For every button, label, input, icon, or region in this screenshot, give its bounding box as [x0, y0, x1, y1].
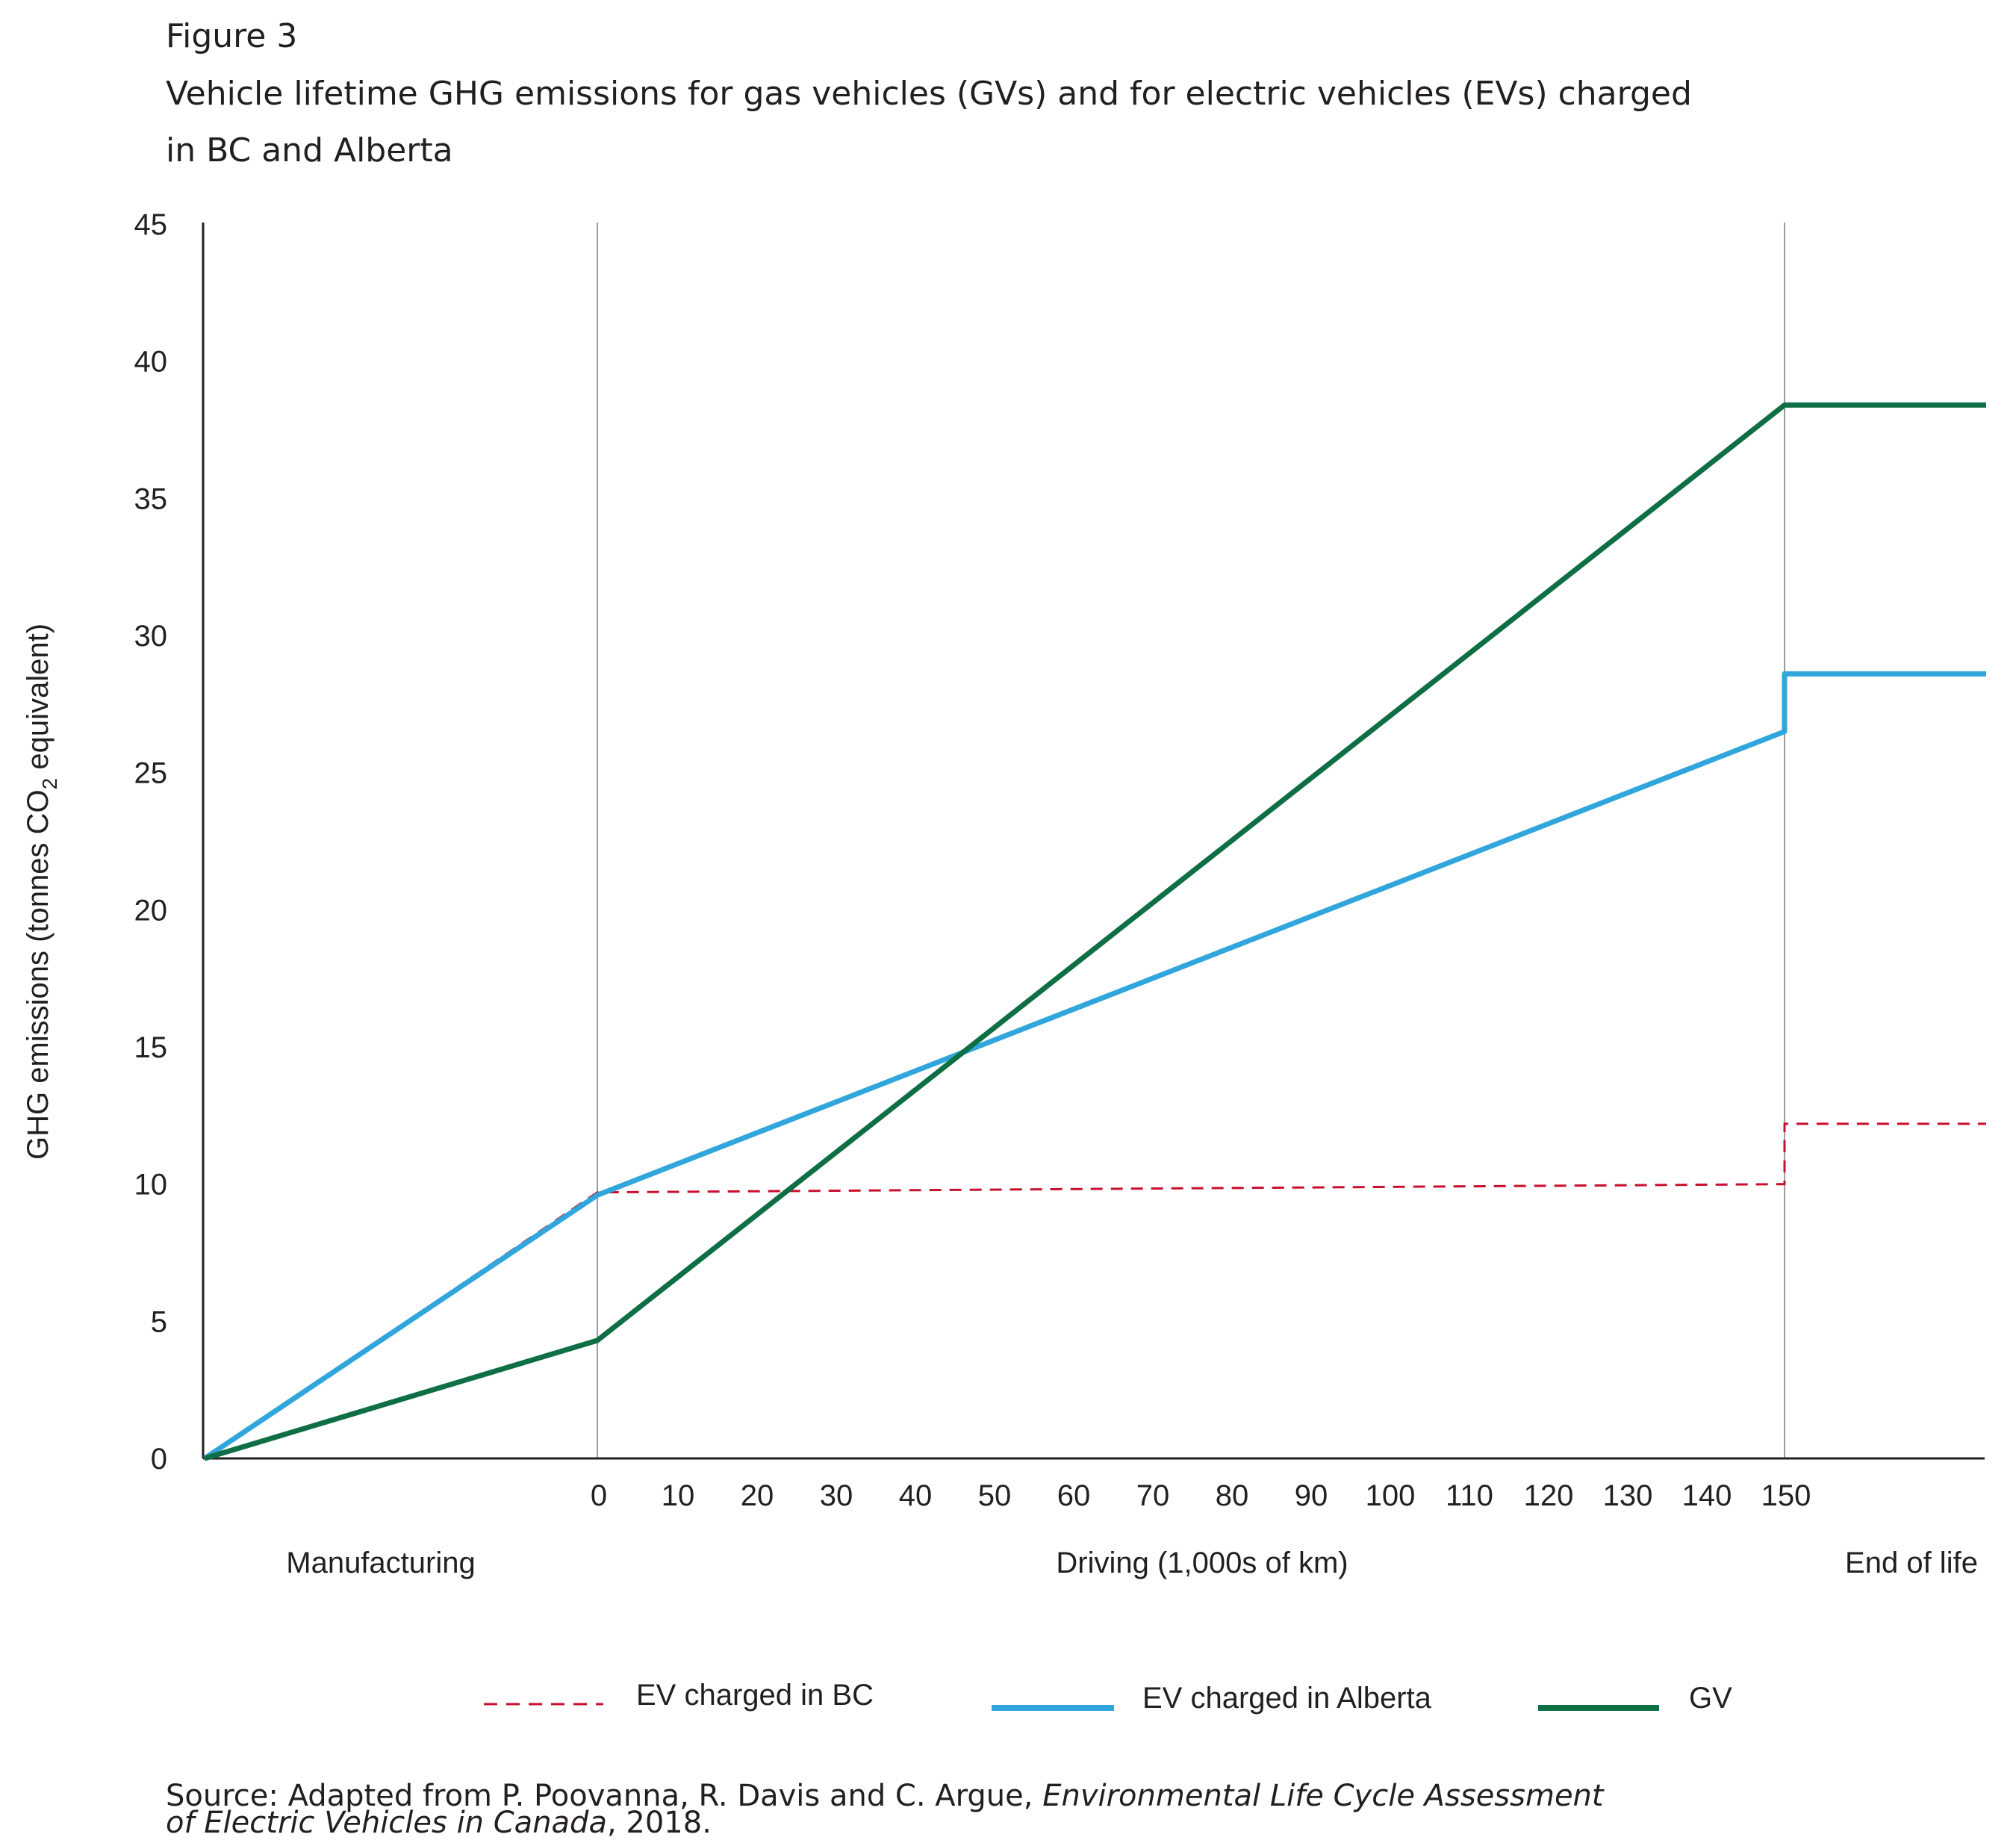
y-tick-label: 35: [134, 482, 168, 515]
y-axis-label: GHG emissions (tonnes CO2 equivalent): [22, 624, 61, 1160]
source-italic-1: Environmental Life Cycle Assessment: [1042, 1779, 1605, 1813]
chart-title-line-1: Vehicle lifetime GHG emissions for gas v…: [166, 75, 1692, 113]
legend-label-ev-bc: EV charged in BC: [636, 1679, 874, 1712]
y-tick-label: 15: [134, 1031, 168, 1064]
legend-label-gv: GV: [1689, 1682, 1732, 1715]
series-line-ev-bc: [204, 1122, 1986, 1460]
phase-label-driving: Driving (1,000s of km): [1056, 1547, 1348, 1579]
x-tick-labels: 0 10 20 30 40 50 60 70 80 90 100 110 120 130 140 150: [591, 1479, 1811, 1512]
y-tick-labels: 0 5 10 15 20 25 30 35 40 45: [134, 208, 168, 1476]
phase-dividers: [597, 223, 1785, 1458]
axes: [202, 223, 1985, 1460]
source-line-1: Source: Adapted from P. Poovanna, R. Dav…: [166, 1779, 1605, 1813]
y-tick-label: 10: [134, 1169, 168, 1202]
source-prefix: Source: Adapted from P. Poovanna, R. Dav…: [166, 1779, 1042, 1813]
source-italic-2: of Electric Vehicles in Canada: [166, 1806, 607, 1840]
phase-label-end-of-life: End of life: [1845, 1547, 1978, 1579]
x-tick-label: 40: [899, 1479, 933, 1512]
y-tick-label: 30: [134, 620, 168, 653]
series-line-gv: [203, 402, 1986, 1461]
x-tick-label: 140: [1682, 1479, 1732, 1512]
source-suffix: , 2018.: [607, 1806, 712, 1840]
y-tick-label: 0: [151, 1443, 167, 1476]
y-axis-label-subscript: 2: [38, 778, 61, 790]
y-tick-label: 40: [134, 346, 168, 379]
y-axis-label-end: equivalent): [22, 624, 55, 778]
series-lines: [203, 402, 1986, 1461]
legend-label-ev-alberta: EV charged in Alberta: [1142, 1682, 1432, 1715]
x-tick-label: 0: [591, 1479, 607, 1512]
x-tick-label: 130: [1603, 1479, 1653, 1512]
x-tick-label: 120: [1524, 1479, 1574, 1512]
x-tick-label: 90: [1295, 1479, 1328, 1512]
x-tick-label: 150: [1761, 1479, 1811, 1512]
y-tick-label: 20: [134, 894, 168, 927]
x-tick-label: 10: [662, 1479, 695, 1512]
x-tick-label: 30: [820, 1479, 853, 1512]
x-tick-label: 70: [1136, 1479, 1170, 1512]
phase-label-manufacturing: Manufacturing: [286, 1547, 475, 1579]
y-tick-label: 5: [151, 1305, 167, 1338]
y-tick-label: 45: [134, 208, 168, 241]
legend: EV charged in BC EV charged in Alberta G…: [484, 1679, 1732, 1715]
chart-title-line-2: in BC and Alberta: [166, 131, 453, 170]
x-tick-label: 20: [741, 1479, 774, 1512]
x-tick-label: 110: [1446, 1479, 1493, 1512]
y-axis-label-main: GHG emissions (tonnes CO: [22, 789, 55, 1160]
x-tick-label: 80: [1216, 1479, 1249, 1512]
y-tick-label: 25: [134, 757, 168, 790]
series-line-ev-alberta: [203, 671, 1986, 1461]
source-line-2: of Electric Vehicles in Canada, 2018.: [166, 1806, 712, 1840]
x-tick-label: 50: [978, 1479, 1012, 1512]
x-tick-label: 60: [1057, 1479, 1091, 1512]
x-tick-label: 100: [1366, 1479, 1416, 1512]
figure-label: Figure 3: [166, 17, 297, 55]
